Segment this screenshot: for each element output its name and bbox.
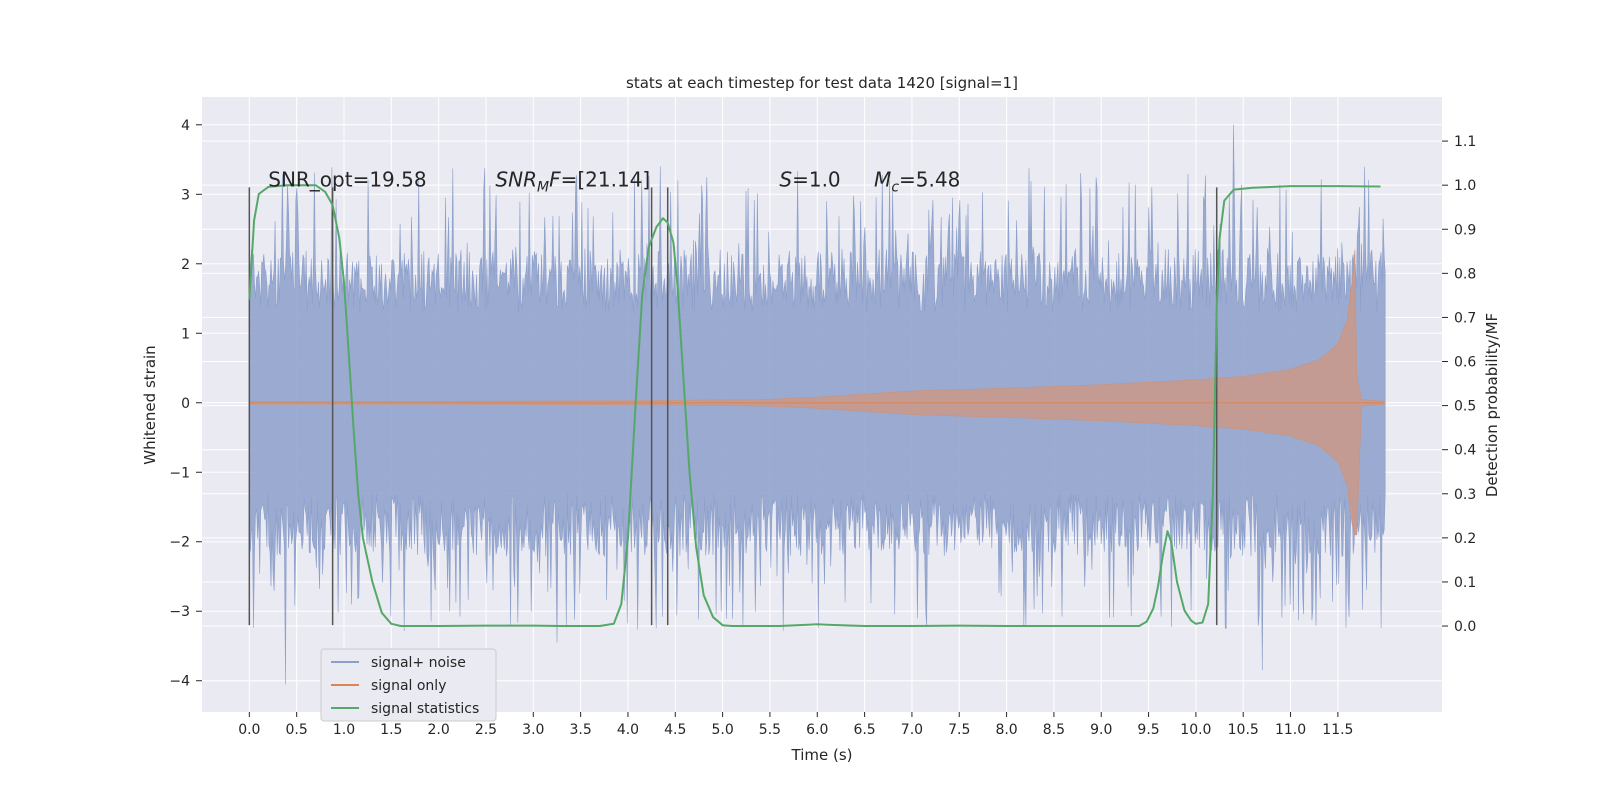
y2-tick-label: 0.6 [1454, 355, 1476, 371]
y2-tick-label: 0.2 [1454, 531, 1476, 547]
x-tick-label: 5.0 [711, 722, 733, 738]
y-tick-label: 4 [181, 118, 190, 134]
vertical-markers [248, 187, 1218, 626]
y-tick-label: −4 [169, 674, 190, 690]
x-tick-label: 2.5 [475, 722, 497, 738]
chart-title: stats at each timestep for test data 142… [626, 74, 1018, 92]
y-tick-label: 2 [181, 257, 190, 273]
legend-label-signal-statistics: signal statistics [371, 701, 479, 717]
x-tick-label: 1.0 [333, 722, 355, 738]
annotation-0: SNR_opt=19.58 [268, 167, 426, 191]
signal-statistics-series [248, 184, 1381, 627]
legend-label-signal-noise: signal+ noise [371, 655, 466, 671]
y-tick-label: −1 [169, 465, 190, 481]
y-axis-ticks: −4 −3 −2 −1 0 1 2 3 4 [169, 118, 202, 690]
y-tick-label: −2 [169, 535, 190, 551]
y-tick-label: 3 [181, 187, 190, 203]
x-tick-label: 9.5 [1137, 722, 1159, 738]
y2-tick-label: 0.7 [1454, 310, 1476, 326]
x-tick-label: 3.0 [522, 722, 544, 738]
x-tick-label: 0.0 [238, 722, 260, 738]
x-tick-label: 9.0 [1090, 722, 1112, 738]
y-tick-label: −3 [169, 604, 190, 620]
annotation-2: S=1.0 [779, 167, 840, 191]
annotation-3: Mc=5.48 [874, 167, 960, 195]
x-tick-label: 2.0 [428, 722, 450, 738]
y2-tick-label: 0.4 [1454, 443, 1476, 459]
x-tick-label: 10.0 [1180, 722, 1211, 738]
y-axis-label: Whitened strain [141, 345, 159, 464]
y2-tick-label: 0.8 [1454, 266, 1476, 282]
y2-axis-ticks: 0.0 0.1 0.2 0.3 0.4 0.5 0.6 0.7 0.8 0.9 1.0 1.1 [1442, 134, 1476, 635]
x-tick-label: 6.5 [853, 722, 875, 738]
signal-statistics-line [248, 184, 1381, 627]
x-tick-label: 7.5 [948, 722, 970, 738]
x-tick-label: 8.5 [1043, 722, 1065, 738]
x-tick-label: 4.5 [664, 722, 686, 738]
x-axis-ticks: 0.0 0.5 1.0 1.5 2.0 2.5 3.0 3.5 4.0 4.5 5.0 5.5 6.0 6… [238, 712, 1353, 738]
x-tick-label: 7.0 [901, 722, 923, 738]
legend-label-signal-only: signal only [371, 678, 446, 694]
y2-axis-label: Detection probability/MF [1483, 313, 1501, 497]
legend: signal+ noise signal only signal statist… [320, 648, 497, 722]
x-tick-label: 10.5 [1228, 722, 1259, 738]
x-tick-label: 4.0 [617, 722, 639, 738]
y2-tick-label: 0.3 [1454, 487, 1476, 503]
y2-tick-label: 0.9 [1454, 222, 1476, 238]
legend-box [320, 648, 497, 722]
y-tick-label: 1 [181, 326, 190, 342]
x-tick-label: 5.5 [759, 722, 781, 738]
x-tick-label: 11.5 [1322, 722, 1353, 738]
y2-tick-label: 1.0 [1454, 178, 1476, 194]
x-tick-label: 0.5 [286, 722, 308, 738]
y-tick-label: 0 [181, 396, 190, 412]
y2-tick-label: 1.1 [1454, 134, 1476, 150]
signal-only-series [248, 249, 1386, 536]
y2-tick-label: 0.0 [1454, 619, 1476, 635]
y2-tick-label: 0.1 [1454, 575, 1476, 591]
x-axis-label: Time (s) [791, 746, 853, 764]
x-tick-label: 8.0 [995, 722, 1017, 738]
annotation-1: SNRMF=[21.14] [495, 167, 650, 195]
x-tick-label: 6.0 [806, 722, 828, 738]
y2-tick-label: 0.5 [1454, 399, 1476, 415]
x-tick-label: 1.5 [380, 722, 402, 738]
x-tick-label: 11.0 [1275, 722, 1306, 738]
x-tick-label: 3.5 [569, 722, 591, 738]
annotations: SNR_opt=19.58 SNRMF=[21.14] S=1.0 Mc=5.48 [268, 167, 960, 195]
